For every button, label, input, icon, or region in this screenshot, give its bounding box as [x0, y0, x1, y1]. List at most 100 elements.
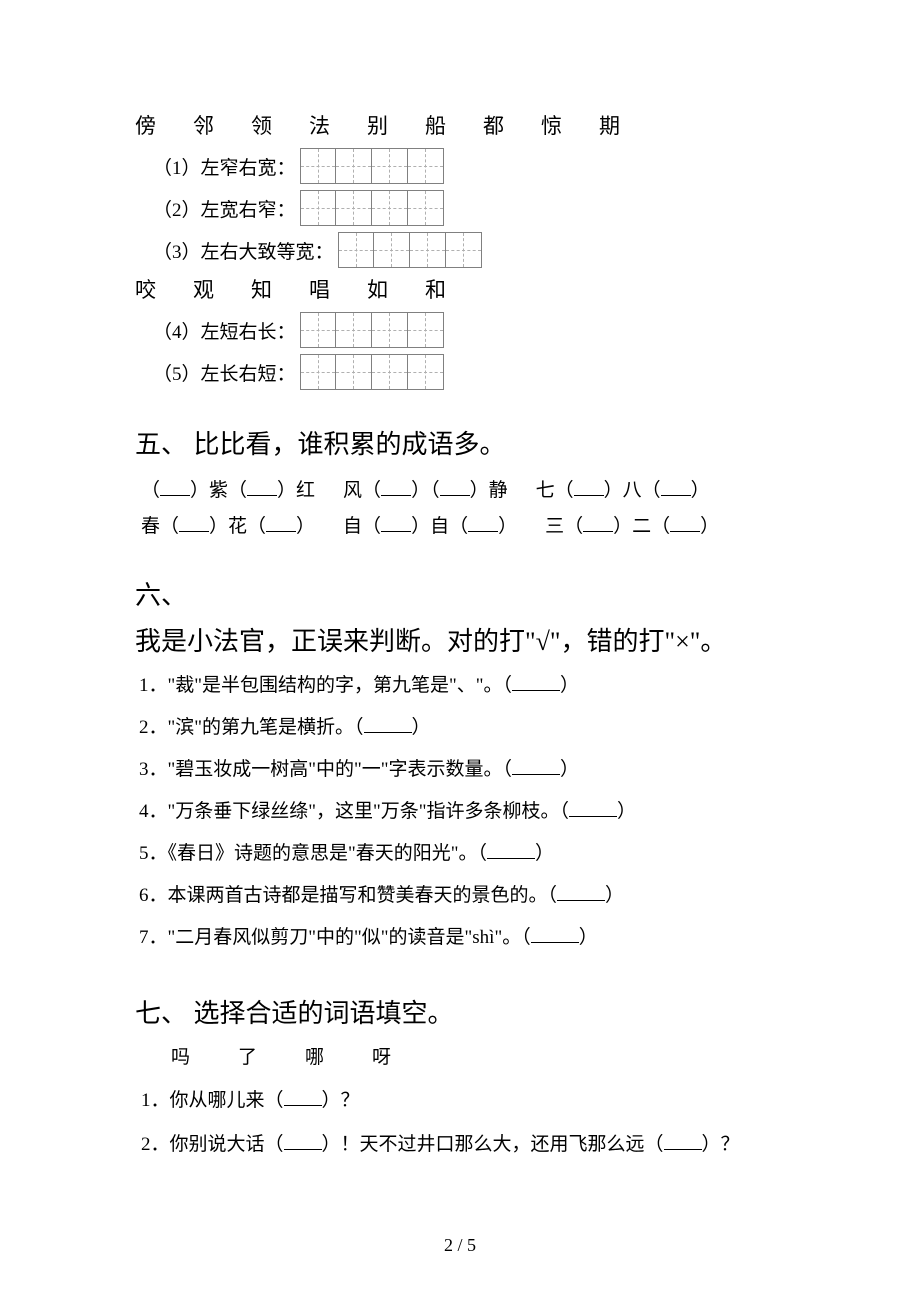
- classify-label: （2）左宽右窄：: [153, 195, 296, 222]
- char-cell: 唱: [309, 274, 367, 304]
- blank[interactable]: [583, 513, 613, 532]
- blank[interactable]: [284, 1087, 322, 1106]
- judge-item: 1．"裁"是半包围结构的字，第九笔是"、"。（）: [139, 665, 785, 707]
- grid-cell[interactable]: [372, 312, 408, 348]
- word-option: 呀: [372, 1042, 391, 1069]
- judge-item: 6．本课两首古诗都是描写和赞美春天的景色的。（）: [139, 875, 785, 917]
- blank[interactable]: [381, 477, 411, 496]
- idiom-group: 自（）自（）: [343, 509, 517, 545]
- judge-blank[interactable]: [364, 714, 412, 733]
- classify-label: （5）左长右短：: [153, 359, 296, 386]
- blank[interactable]: [574, 477, 604, 496]
- choose-item: 2．你别说大话（）！天不过井口那么大，还用飞那么远（）？: [141, 1123, 785, 1167]
- grid-cell[interactable]: [408, 354, 444, 390]
- idiom-group: 春（）花（）: [141, 509, 315, 545]
- char-cell: 领: [251, 110, 309, 140]
- section-5-title: 五、 比比看，谁积累的成语多。: [135, 424, 785, 461]
- char-row-2: 咬观知唱如和: [135, 274, 785, 304]
- char-cell: 船: [425, 110, 483, 140]
- char-cell: 都: [483, 110, 541, 140]
- grid-boxes: [300, 190, 444, 226]
- blank[interactable]: [179, 513, 209, 532]
- judge-blank[interactable]: [487, 840, 535, 859]
- grid-cell[interactable]: [336, 190, 372, 226]
- char-cell: 法: [309, 110, 367, 140]
- judge-blank[interactable]: [512, 756, 560, 775]
- blank[interactable]: [661, 477, 691, 496]
- blank[interactable]: [381, 513, 411, 532]
- grid-boxes: [300, 148, 444, 184]
- section-6-body: 我是小法官，正误来判断。对的打"√"，错的打"×"。: [135, 619, 785, 665]
- classify-block-2: （4）左短右长： （5）左长右短：: [135, 312, 785, 390]
- grid-cell[interactable]: [408, 312, 444, 348]
- section-6-title: 六、 我是小法官，正误来判断。对的打"√"，错的打"×"。: [135, 573, 785, 665]
- char-cell: 期: [599, 110, 657, 140]
- blank[interactable]: [247, 477, 277, 496]
- grid-cell[interactable]: [300, 354, 336, 390]
- judge-blank[interactable]: [512, 672, 560, 691]
- char-cell: 和: [425, 274, 483, 304]
- word-option: 哪: [305, 1042, 324, 1069]
- classify-line: （1）左窄右宽：: [135, 148, 785, 184]
- char-cell: 咬: [135, 274, 193, 304]
- judge-item: 4．"万条垂下绿丝绦"，这里"万条"指许多条柳枝。（）: [139, 791, 785, 833]
- grid-cell[interactable]: [408, 148, 444, 184]
- classify-label: （1）左窄右宽：: [153, 153, 296, 180]
- word-options: 吗了哪呀: [171, 1042, 785, 1069]
- section-7-title: 七、 选择合适的词语填空。: [135, 993, 785, 1030]
- grid-cell[interactable]: [372, 354, 408, 390]
- judge-items: 1．"裁"是半包围结构的字，第九笔是"、"。（）2．"滨"的第九笔是横折。（）3…: [135, 665, 785, 959]
- grid-boxes: [300, 312, 444, 348]
- page: 傍邻领法别船都惊期 （1）左窄右宽： （2）左宽右窄： （3）左右大致等宽： 咬观知…: [0, 0, 920, 1302]
- idiom-group: 七（）八（）: [536, 473, 710, 509]
- idiom-group: 风（）（）静: [343, 473, 508, 509]
- grid-cell[interactable]: [300, 148, 336, 184]
- blank[interactable]: [670, 513, 700, 532]
- grid-cell[interactable]: [336, 148, 372, 184]
- page-footer: 2 / 5: [0, 1235, 920, 1256]
- grid-cell[interactable]: [336, 354, 372, 390]
- classify-label: （4）左短右长：: [153, 317, 296, 344]
- judge-item: 2．"滨"的第九笔是横折。（）: [139, 707, 785, 749]
- grid-cell[interactable]: [408, 190, 444, 226]
- classify-line: （5）左长右短：: [135, 354, 785, 390]
- classify-line: （3）左右大致等宽：: [135, 232, 785, 268]
- classify-line: （4）左短右长：: [135, 312, 785, 348]
- grid-cell[interactable]: [372, 190, 408, 226]
- char-cell: 如: [367, 274, 425, 304]
- grid-cell[interactable]: [372, 148, 408, 184]
- grid-cell[interactable]: [300, 190, 336, 226]
- judge-blank[interactable]: [557, 882, 605, 901]
- grid-cell[interactable]: [446, 232, 482, 268]
- classify-line: （2）左宽右窄：: [135, 190, 785, 226]
- judge-item: 3．"碧玉妆成一树高"中的"一"字表示数量。（）: [139, 749, 785, 791]
- grid-cell[interactable]: [338, 232, 374, 268]
- judge-blank[interactable]: [531, 924, 579, 943]
- blank[interactable]: [468, 513, 498, 532]
- grid-cell[interactable]: [374, 232, 410, 268]
- blank[interactable]: [266, 513, 296, 532]
- grid-cell[interactable]: [300, 312, 336, 348]
- judge-blank[interactable]: [569, 798, 617, 817]
- char-cell: 傍: [135, 110, 193, 140]
- blank[interactable]: [284, 1131, 322, 1150]
- char-row-1: 傍邻领法别船都惊期: [135, 110, 785, 140]
- blank[interactable]: [160, 477, 190, 496]
- grid-cell[interactable]: [336, 312, 372, 348]
- grid-boxes: [338, 232, 482, 268]
- judge-item: 7．"二月春风似剪刀"中的"似"的读音是"shì"。（）: [139, 917, 785, 959]
- blank[interactable]: [664, 1131, 702, 1150]
- char-cell: 别: [367, 110, 425, 140]
- idiom-row-2: 春（）花（）自（）自（）三（）二（）: [141, 509, 785, 545]
- char-cell: 邻: [193, 110, 251, 140]
- choose-items: 1．你从哪儿来（）？2．你别说大话（）！天不过井口那么大，还用飞那么远（）？: [135, 1079, 785, 1167]
- section-6-num: 六、: [135, 573, 785, 619]
- idiom-group: （）紫（）红: [141, 473, 315, 509]
- char-cell: 观: [193, 274, 251, 304]
- choose-item: 1．你从哪儿来（）？: [141, 1079, 785, 1123]
- idiom-row-1: （）紫（）红风（）（）静七（）八（）: [141, 473, 785, 509]
- grid-boxes: [300, 354, 444, 390]
- char-cell: 知: [251, 274, 309, 304]
- grid-cell[interactable]: [410, 232, 446, 268]
- blank[interactable]: [440, 477, 470, 496]
